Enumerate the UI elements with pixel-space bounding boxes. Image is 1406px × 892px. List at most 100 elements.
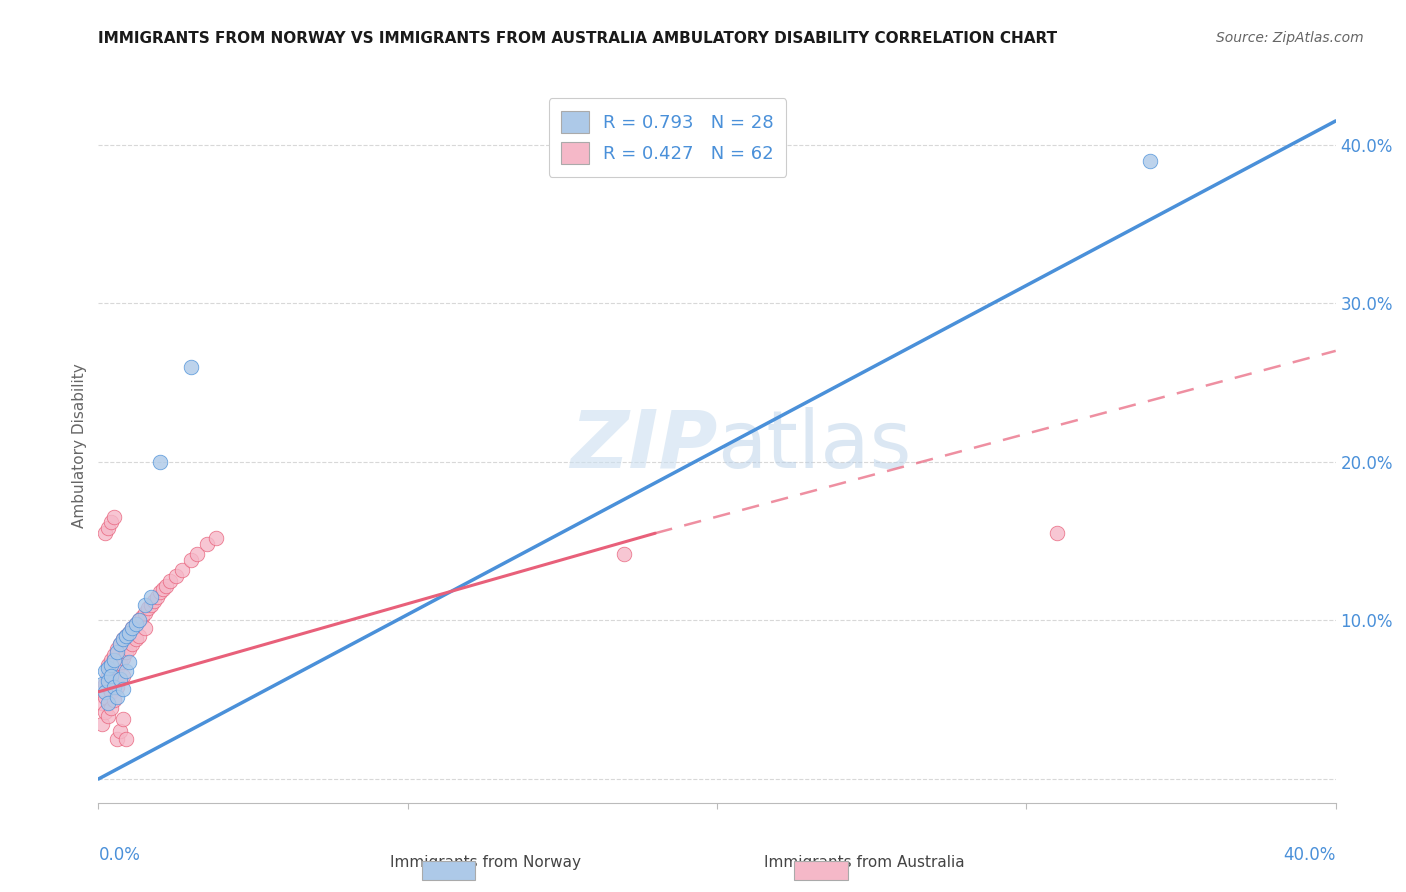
Point — [124, 616, 146, 631]
Text: ZIP: ZIP — [569, 407, 717, 485]
Point — [97, 657, 120, 672]
Point — [613, 547, 636, 561]
Point — [165, 569, 187, 583]
Point — [100, 657, 122, 672]
Point — [112, 669, 135, 683]
Text: Immigrants from Norway: Immigrants from Norway — [389, 855, 581, 870]
Point — [134, 598, 156, 612]
Point — [108, 724, 131, 739]
Text: atlas: atlas — [717, 407, 911, 485]
Point — [124, 632, 146, 647]
Point — [118, 626, 141, 640]
Point — [93, 706, 115, 720]
Point — [108, 672, 131, 686]
Point — [105, 690, 128, 704]
Point — [152, 582, 174, 596]
Point — [97, 661, 120, 675]
Point — [103, 673, 125, 688]
Point — [108, 637, 131, 651]
Point — [134, 621, 156, 635]
Point — [93, 664, 115, 678]
Point — [139, 598, 162, 612]
Point — [112, 681, 135, 696]
Point — [90, 696, 112, 710]
Point — [121, 637, 143, 651]
Point — [118, 655, 141, 669]
Point — [180, 359, 202, 374]
Point — [100, 515, 122, 529]
Point — [170, 563, 193, 577]
Text: 40.0%: 40.0% — [1284, 846, 1336, 863]
Point — [115, 732, 138, 747]
Point — [103, 510, 125, 524]
Point — [100, 653, 122, 667]
Point — [112, 632, 135, 647]
Point — [149, 455, 172, 469]
Point — [1046, 526, 1069, 541]
Point — [131, 610, 153, 624]
Point — [97, 680, 120, 694]
Point — [118, 626, 141, 640]
Text: 0.0%: 0.0% — [98, 846, 141, 863]
Point — [115, 664, 138, 678]
Point — [90, 716, 112, 731]
Point — [115, 645, 138, 659]
Point — [112, 712, 135, 726]
Point — [186, 547, 208, 561]
Point — [149, 585, 172, 599]
Point — [100, 685, 122, 699]
Point — [112, 632, 135, 647]
Point — [139, 590, 162, 604]
Point — [103, 648, 125, 663]
Point — [100, 669, 122, 683]
Point — [159, 574, 181, 588]
Point — [115, 629, 138, 643]
Text: Source: ZipAtlas.com: Source: ZipAtlas.com — [1216, 31, 1364, 45]
Point — [108, 672, 131, 686]
Point — [134, 606, 156, 620]
Point — [97, 673, 120, 688]
Point — [146, 590, 169, 604]
Point — [108, 657, 131, 671]
Point — [103, 680, 125, 694]
Point — [105, 661, 128, 675]
Point — [112, 651, 135, 665]
Text: IMMIGRANTS FROM NORWAY VS IMMIGRANTS FROM AUSTRALIA AMBULATORY DISABILITY CORREL: IMMIGRANTS FROM NORWAY VS IMMIGRANTS FRO… — [98, 31, 1057, 46]
Point — [97, 708, 120, 723]
Point — [195, 537, 218, 551]
Point — [128, 614, 150, 628]
Legend: R = 0.793   N = 28, R = 0.427   N = 62: R = 0.793 N = 28, R = 0.427 N = 62 — [548, 98, 786, 177]
Text: Immigrants from Australia: Immigrants from Australia — [765, 855, 965, 870]
Point — [118, 642, 141, 657]
Point — [93, 685, 115, 699]
Point — [105, 642, 128, 657]
Point — [124, 616, 146, 631]
Point — [105, 680, 128, 694]
Point — [1139, 153, 1161, 168]
Y-axis label: Ambulatory Disability: Ambulatory Disability — [72, 364, 87, 528]
Point — [155, 578, 177, 592]
Point — [103, 692, 125, 706]
Point — [121, 621, 143, 635]
Point — [90, 677, 112, 691]
Point — [143, 594, 166, 608]
Point — [128, 614, 150, 628]
Point — [205, 531, 228, 545]
Point — [100, 700, 122, 714]
Point — [103, 653, 125, 667]
Point — [93, 526, 115, 541]
Point — [93, 690, 115, 704]
Point — [93, 677, 115, 691]
Point — [97, 696, 120, 710]
Point — [97, 669, 120, 683]
Point — [105, 732, 128, 747]
Point — [180, 553, 202, 567]
Point — [121, 621, 143, 635]
Point — [100, 664, 122, 678]
Point — [105, 645, 128, 659]
Point — [115, 629, 138, 643]
Point — [136, 600, 159, 615]
Point — [128, 629, 150, 643]
Point — [97, 521, 120, 535]
Point — [108, 637, 131, 651]
